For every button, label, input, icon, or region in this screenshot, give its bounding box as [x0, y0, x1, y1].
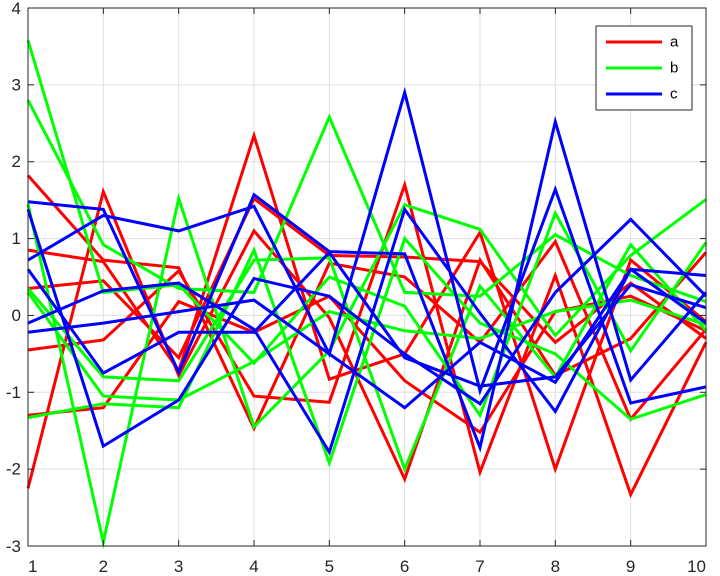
x-tick-label-0: 1	[28, 557, 37, 576]
series-line-b-10	[26, 242, 708, 474]
series-line-c-16	[27, 267, 707, 410]
y-tick-label-4: 1	[12, 229, 21, 248]
x-tick-label-6: 7	[475, 557, 484, 576]
y-axis: -3 -2 -1 0 1 2 3 4	[6, 0, 706, 556]
x-tick-label-5: 6	[400, 557, 409, 576]
y-tick-label-2: -1	[6, 383, 21, 402]
series-line-c-15	[27, 206, 707, 456]
y-tick-label-0: -3	[6, 537, 21, 556]
series-line-b-11	[26, 291, 707, 402]
x-tick-label-8: 9	[626, 557, 635, 576]
y-tick-label-3: 0	[12, 306, 21, 325]
legend-label-b: b	[670, 60, 678, 77]
series-line-c-14	[26, 208, 708, 449]
legend-label-c: c	[670, 86, 678, 103]
legend-label-a: a	[670, 34, 679, 51]
series-line-a-4	[27, 294, 707, 435]
x-tick-label-7: 8	[551, 557, 560, 576]
legend: abc	[595, 25, 693, 111]
x-tick-label-3: 4	[249, 557, 258, 576]
series-layer	[26, 39, 708, 550]
x-tick-label-9: 10	[687, 557, 706, 576]
y-tick-label-5: 2	[12, 152, 21, 171]
x-axis: 1 2 3 4 5 6 7 8 9 10	[27, 8, 707, 576]
x-tick-label-1: 2	[99, 557, 108, 576]
y-tick-label-6: 3	[12, 75, 21, 94]
series-line-c-17	[26, 250, 707, 388]
x-tick-label-4: 5	[325, 557, 334, 576]
series-line-c-12	[27, 115, 708, 453]
y-tick-label-7: 4	[12, 0, 21, 18]
series-line-a-3	[26, 186, 708, 489]
x-tick-label-2: 3	[174, 557, 183, 576]
series-line-b-9	[27, 235, 707, 468]
series-line-c-13	[27, 86, 707, 405]
y-tick-label-1: -2	[6, 460, 21, 479]
plot-frame	[27, 7, 707, 547]
